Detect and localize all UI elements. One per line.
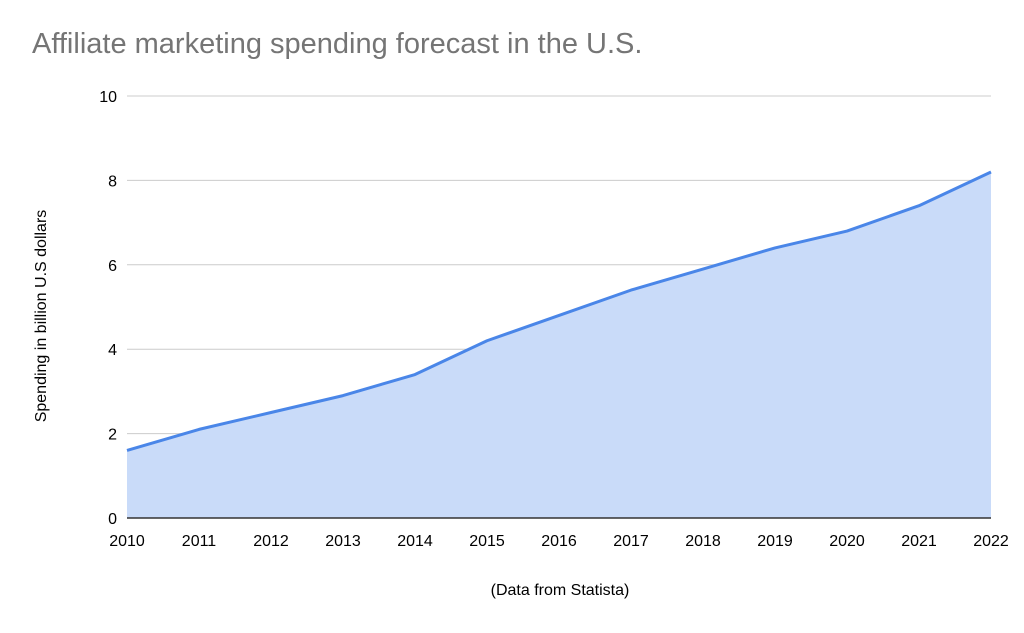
y-tick-label: 0	[108, 511, 117, 528]
x-tick-label: 2014	[397, 533, 433, 550]
x-tick-label: 2017	[613, 533, 649, 550]
x-tick-label: 2016	[541, 533, 577, 550]
x-tick-label: 2010	[109, 533, 145, 550]
y-tick-label: 4	[108, 342, 117, 359]
area-fill	[127, 171, 991, 518]
y-tick-label: 8	[108, 173, 117, 190]
x-tick-label: 2021	[901, 533, 937, 550]
y-tick-label: 2	[108, 427, 117, 444]
x-tick-label: 2011	[182, 533, 217, 550]
series-line	[126, 170, 992, 452]
y-tick-label: 6	[108, 258, 117, 275]
x-axis-label: (Data from Statista)	[490, 582, 630, 599]
x-tick-label: 2022	[973, 533, 1009, 550]
x-tick-label: 2020	[829, 533, 865, 550]
x-tick-label: 2018	[685, 533, 721, 550]
y-axis-label: Spending in billion U.S dollars	[33, 209, 50, 423]
x-tick-label: 2019	[757, 533, 793, 550]
x-tick-label: 2013	[325, 533, 361, 550]
chart-title: Affiliate marketing spending forecast in…	[32, 28, 643, 60]
x-tick-label: 2012	[253, 533, 289, 550]
x-tick-label: 2015	[469, 533, 505, 550]
y-tick-label: 10	[99, 89, 117, 106]
